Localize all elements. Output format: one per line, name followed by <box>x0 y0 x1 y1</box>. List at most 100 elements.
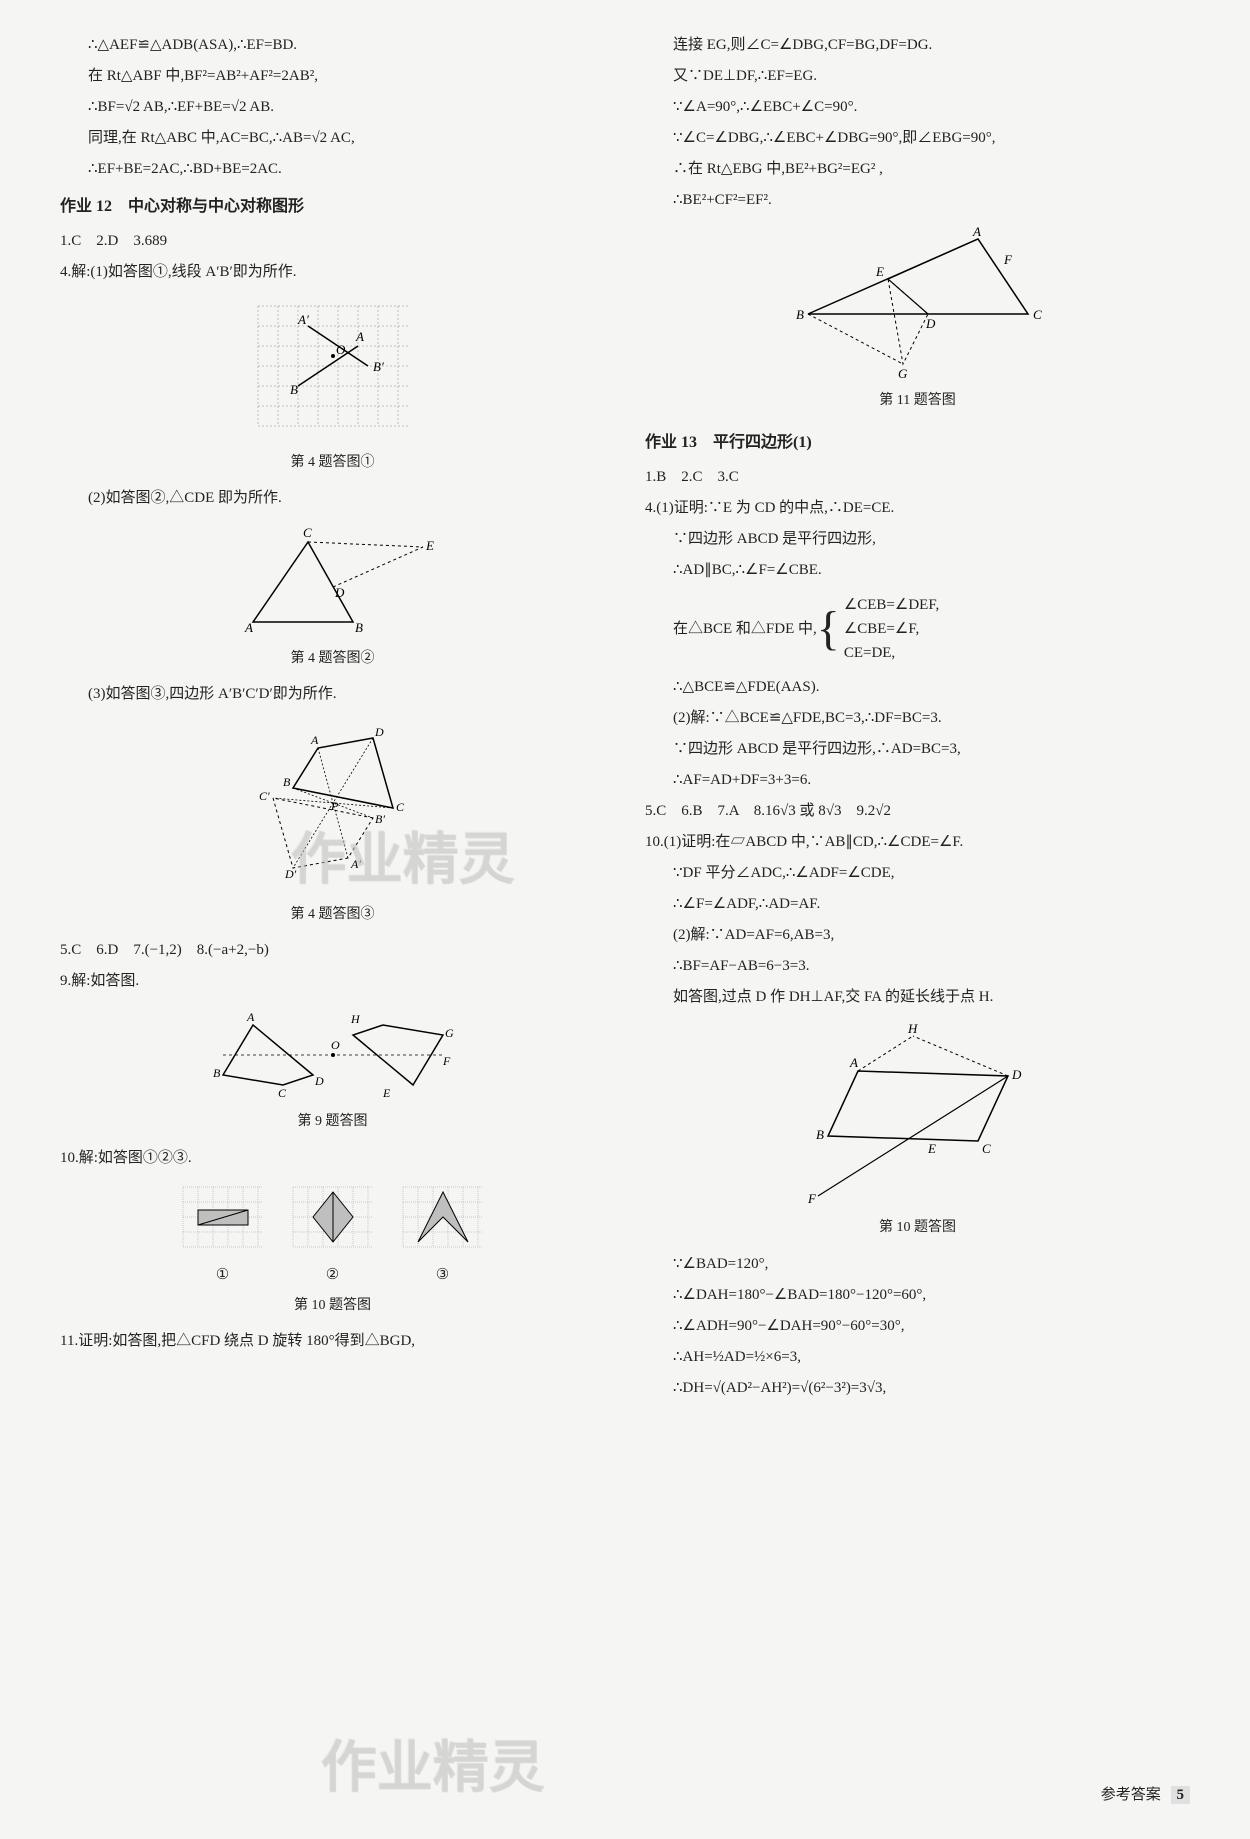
proof-line: ∴∠DAH=180°−∠BAD=180°−120°=60°, <box>645 1282 1190 1309</box>
svg-text:F: F <box>807 1191 817 1206</box>
left-brace-icon: { <box>817 586 840 672</box>
proof-line: ∵∠C=∠DBG,∴∠EBC+∠DBG=90°,即∠EBG=90°, <box>645 125 1190 152</box>
svg-text:B: B <box>816 1127 824 1142</box>
answer-line: (2)如答图②,△CDE 即为所作. <box>60 485 605 512</box>
figure-11: A F C B E D G 第 11 题答图 <box>645 224 1190 413</box>
svg-text:O: O <box>331 1038 340 1052</box>
svg-text:A: A <box>244 620 253 635</box>
svg-text:A: A <box>246 1010 255 1024</box>
proof-line: ∴BE²+CF²=EF². <box>645 187 1190 214</box>
figure-10: ① ② ③ 第 10 题答图 <box>60 1182 605 1318</box>
svg-text:H: H <box>350 1012 361 1026</box>
proof-line: ∴BF=√2 AB,∴EF+BE=√2 AB. <box>60 94 605 121</box>
figure-10r: A D C B E F H 第 10 题答图 <box>645 1021 1190 1240</box>
figure-label: ② <box>326 1262 339 1289</box>
svg-text:B: B <box>213 1066 221 1080</box>
footer-label: 参考答案 <box>1101 1787 1161 1803</box>
proof-line: ∵DF 平分∠ADC,∴∠ADF=∠CDE, <box>645 860 1190 887</box>
proof-line: ∴BF=AF−AB=6−3=3. <box>645 953 1190 980</box>
proof-line: ∴AD∥BC,∴∠F=∠CBE. <box>645 557 1190 584</box>
homework-12-title: 作业 12 中心对称与中心对称图形 <box>60 193 605 222</box>
svg-text:C′: C′ <box>259 789 270 803</box>
proof-line: ∵∠BAD=120°, <box>645 1251 1190 1278</box>
proof-line: (2)解:∵△BCE≌△FDE,BC=3,∴DF=BC=3. <box>645 705 1190 732</box>
svg-text:B′: B′ <box>373 359 384 374</box>
svg-text:P: P <box>330 799 339 813</box>
proof-line: ∴∠ADH=90°−∠DAH=90°−60°=30°, <box>645 1313 1190 1340</box>
svg-text:C: C <box>303 525 312 540</box>
right-column: 连接 EG,则∠C=∠DBG,CF=BG,DF=DG. 又∵DE⊥DF,∴EF=… <box>645 30 1190 1809</box>
answer-line: 5.C 6.D 7.(−1,2) 8.(−a+2,−b) <box>60 937 605 964</box>
svg-text:C: C <box>278 1086 287 1100</box>
answer-line: 1.B 2.C 3.C <box>645 464 1190 491</box>
svg-text:B: B <box>796 307 804 322</box>
figure-label: ③ <box>436 1262 449 1289</box>
answer-line: 10.(1)证明:在▱ABCD 中,∵AB∥CD,∴∠CDE=∠F. <box>645 829 1190 856</box>
svg-text:E: E <box>425 538 434 553</box>
svg-text:E: E <box>875 264 884 279</box>
proof-line: ∴AH=½AD=½×6=3, <box>645 1344 1190 1371</box>
figure-4-3: B C D A C′ B′ D′ A′ P 第 4 题答图③ <box>60 718 605 927</box>
svg-text:B: B <box>283 775 291 789</box>
proof-line: ∴∠F=∠ADF,∴AD=AF. <box>645 891 1190 918</box>
brace-condition: 在△BCE 和△FDE 中, { ∠CEB=∠DEF, ∠CBE=∠F, CE=… <box>673 586 1190 672</box>
svg-text:A′: A′ <box>297 312 309 327</box>
answer-line: 11.证明:如答图,把△CFD 绕点 D 旋转 180°得到△BGD, <box>60 1328 605 1355</box>
proof-line: ∴在 Rt△EBG 中,BE²+BG²=EG² , <box>645 156 1190 183</box>
left-column: ∴△AEF≌△ADB(ASA),∴EF=BD. 在 Rt△ABF 中,BF²=A… <box>60 30 605 1809</box>
svg-text:D′: D′ <box>284 867 297 881</box>
answer-line: 1.C 2.D 3.689 <box>60 228 605 255</box>
proof-line: ∴△AEF≌△ADB(ASA),∴EF=BD. <box>60 32 605 59</box>
svg-text:C: C <box>982 1141 991 1156</box>
svg-text:C: C <box>396 800 405 814</box>
svg-text:B: B <box>355 620 363 635</box>
homework-13-title: 作业 13 平行四边形(1) <box>645 429 1190 458</box>
answer-line: 4.解:(1)如答图①,线段 A′B′即为所作. <box>60 259 605 286</box>
brace-prefix: 在△BCE 和△FDE 中, <box>673 616 817 643</box>
proof-line: 连接 EG,则∠C=∠DBG,CF=BG,DF=DG. <box>645 32 1190 59</box>
svg-text:D: D <box>334 585 345 600</box>
svg-text:C: C <box>1033 307 1042 322</box>
svg-text:E: E <box>927 1141 936 1156</box>
proof-line: ∴AF=AD+DF=3+3=6. <box>645 767 1190 794</box>
svg-text:G: G <box>445 1026 454 1040</box>
figure-4-1: A B B′ A′ O 第 4 题答图① <box>60 296 605 475</box>
figure-label: ① <box>216 1262 229 1289</box>
svg-text:O: O <box>336 342 346 357</box>
svg-text:B′: B′ <box>375 812 385 826</box>
proof-line: ∵四边形 ABCD 是平行四边形,∴AD=BC=3, <box>645 736 1190 763</box>
answer-line: 10.解:如答图①②③. <box>60 1145 605 1172</box>
brace-line: ∠CBE=∠F, <box>844 617 939 641</box>
page-footer: 参考答案 5 <box>1101 1782 1190 1809</box>
figure-caption: 第 10 题答图 <box>294 1293 371 1318</box>
svg-text:G: G <box>898 366 908 381</box>
figure-9: A B C D O H G F E 第 9 题答图 <box>60 1005 605 1134</box>
figure-caption: 第 4 题答图② <box>291 646 375 671</box>
svg-text:D: D <box>314 1074 324 1088</box>
svg-text:A′: A′ <box>350 857 361 871</box>
proof-line: ∵四边形 ABCD 是平行四边形, <box>645 526 1190 553</box>
proof-line: 在 Rt△ABF 中,BF²=AB²+AF²=2AB², <box>60 63 605 90</box>
proof-line: 同理,在 Rt△ABC 中,AC=BC,∴AB=√2 AC, <box>60 125 605 152</box>
svg-text:F: F <box>1003 252 1013 267</box>
brace-line: CE=DE, <box>844 641 939 665</box>
proof-line: 如答图,过点 D 作 DH⊥AF,交 FA 的延长线于点 H. <box>645 984 1190 1011</box>
answer-line: 4.(1)证明:∵E 为 CD 的中点,∴DE=CE. <box>645 495 1190 522</box>
figure-caption: 第 10 题答图 <box>879 1215 956 1240</box>
svg-text:E: E <box>382 1086 391 1100</box>
svg-text:A: A <box>972 224 981 239</box>
figure-caption: 第 11 题答图 <box>879 388 955 413</box>
figure-caption: 第 4 题答图① <box>291 450 375 475</box>
proof-line: ∵∠A=90°,∴∠EBC+∠C=90°. <box>645 94 1190 121</box>
svg-text:A: A <box>849 1055 858 1070</box>
answer-line: 9.解:如答图. <box>60 968 605 995</box>
proof-line: ∴EF+BE=2AC,∴BD+BE=2AC. <box>60 156 605 183</box>
figure-caption: 第 9 题答图 <box>298 1109 368 1134</box>
figure-4-2: A B C D E 第 4 题答图② <box>60 522 605 671</box>
svg-text:B: B <box>290 382 298 397</box>
proof-line: ∴△BCE≌△FDE(AAS). <box>645 674 1190 701</box>
svg-text:H: H <box>907 1021 918 1036</box>
answer-line: (3)如答图③,四边形 A′B′C′D′即为所作. <box>60 681 605 708</box>
figure-caption: 第 4 题答图③ <box>291 902 375 927</box>
proof-line: (2)解:∵AD=AF=6,AB=3, <box>645 922 1190 949</box>
